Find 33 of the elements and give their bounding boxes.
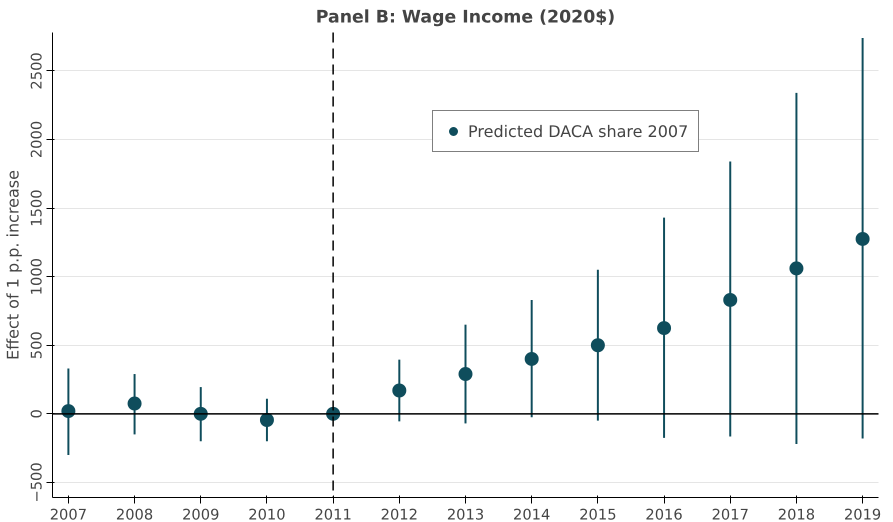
x-tick-label: 2018 (778, 506, 816, 522)
y-tick-label: 2000 (28, 120, 46, 158)
y-tick-label: −500 (28, 462, 46, 503)
y-tick-label: 0 (28, 409, 46, 418)
x-tick-label: 2016 (645, 506, 683, 522)
x-tick-label: 2012 (380, 506, 418, 522)
legend-label: Predicted DACA share 2007 (468, 122, 688, 140)
point (789, 261, 804, 276)
point (856, 232, 870, 246)
point (392, 384, 406, 398)
x-tick-label: 2007 (50, 506, 88, 522)
x-tick-label: 2017 (712, 506, 749, 522)
y-axis-title: Effect of 1 p.p. increase (4, 170, 22, 360)
y-tick-label: 1000 (28, 258, 46, 296)
y-tick-label: 2500 (28, 52, 46, 90)
x-tick-label: 2010 (248, 506, 286, 522)
x-tick-label: 2015 (579, 506, 617, 522)
point (657, 321, 672, 336)
x-tick-label: 2008 (116, 506, 154, 522)
point (260, 413, 274, 427)
x-tick-label: 2009 (182, 506, 220, 522)
y-tick-label: 500 (28, 331, 46, 360)
point (524, 352, 539, 366)
point (128, 396, 142, 411)
point (590, 338, 605, 352)
x-tick-label: 2014 (513, 506, 550, 522)
x-tick-label: 2013 (446, 506, 484, 522)
chart-title: Panel B: Wage Income (2020$) (316, 8, 616, 28)
y-tick-label: 1500 (28, 189, 46, 227)
point (723, 292, 738, 307)
point (458, 367, 472, 382)
x-tick-label: 2011 (314, 506, 352, 522)
x-tick-label: 2019 (844, 506, 882, 522)
